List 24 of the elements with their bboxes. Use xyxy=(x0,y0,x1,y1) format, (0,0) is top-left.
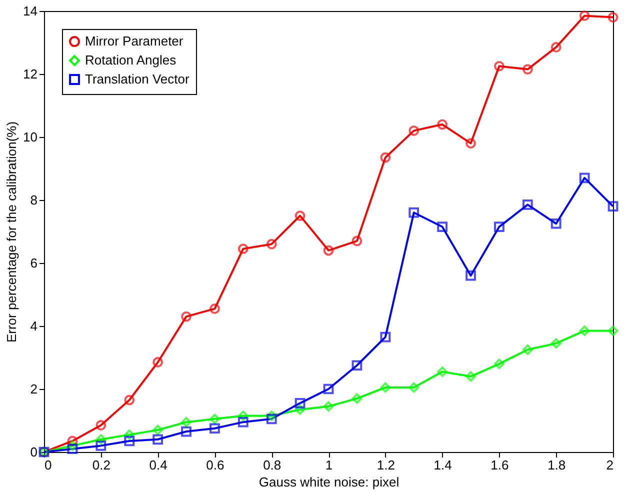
x-tick-label: 0.2 xyxy=(92,458,110,472)
legend-label: Rotation Angles xyxy=(85,52,177,68)
y-tick-label: 2 xyxy=(30,382,38,396)
x-tick-label: 0.8 xyxy=(263,458,282,472)
x-tick-label: 1.2 xyxy=(376,458,395,472)
x-tick-label: 1.8 xyxy=(548,458,566,472)
y-tick-label: 14 xyxy=(23,4,38,18)
x-axis-title: Gauss white noise: pixel xyxy=(258,474,400,490)
y-tick-label: 10 xyxy=(23,130,38,144)
y-tick-label: 6 xyxy=(30,256,38,270)
x-tick-label: 1.6 xyxy=(490,458,509,472)
y-tick-label: 8 xyxy=(30,192,38,208)
x-tick-label: 0 xyxy=(44,458,52,472)
y-axis-title: Error percentage for the calibration(%) xyxy=(4,121,20,343)
x-tick-label: 1.4 xyxy=(434,458,452,472)
x-tick-label: 0.6 xyxy=(206,458,224,472)
legend-label: Mirror Parameter xyxy=(85,34,184,48)
x-tick-label: 0.4 xyxy=(149,458,168,472)
x-tick-label: 2 xyxy=(606,458,614,472)
y-tick-label: 4 xyxy=(30,318,38,334)
x-tick-label: 1 xyxy=(325,458,333,472)
y-tick-label: 0 xyxy=(30,444,38,460)
y-tick-label: 12 xyxy=(23,66,38,82)
legend-label: Translation Vector xyxy=(85,72,190,86)
